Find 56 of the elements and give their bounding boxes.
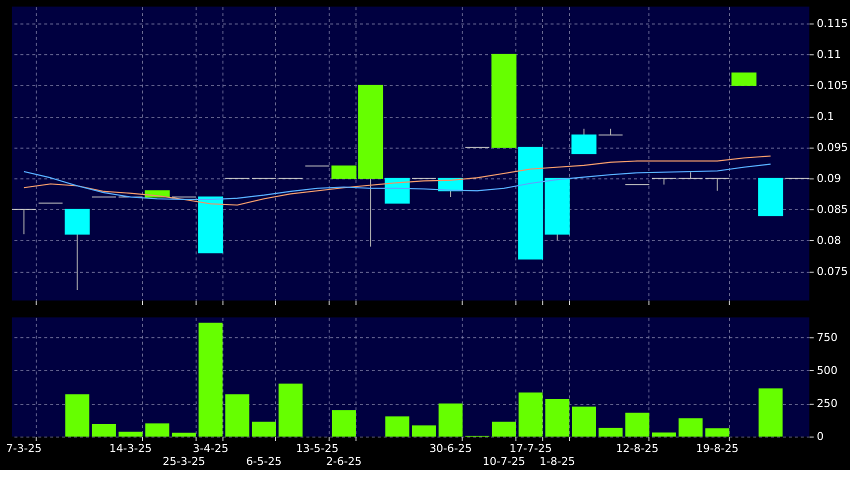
x-tick-label: 7-3-25 (6, 442, 42, 455)
bar (225, 394, 250, 437)
x-tick-label: 30-6-25 (429, 442, 472, 455)
x-tick-label: 17-7-25 (509, 442, 552, 455)
y-tick-label: 250 (816, 396, 838, 410)
bar (145, 423, 170, 437)
y-tick-label: 0.115 (816, 16, 848, 30)
y-tick-label: 500 (816, 364, 838, 377)
y-tick-label: 750 (816, 330, 838, 344)
bar (492, 422, 516, 437)
x-tick-label: 19-8-25 (696, 442, 739, 455)
bar (332, 410, 356, 437)
bar (758, 388, 783, 437)
x-tick-label: 12-8-25 (616, 442, 659, 455)
bar (678, 418, 703, 437)
bar (652, 432, 676, 437)
y-tick-label: 0.075 (816, 264, 848, 278)
x-tick-label: 25-3-25 (162, 454, 206, 468)
candlestick (571, 128, 596, 154)
y-tick-label: 0.085 (816, 202, 848, 216)
candlestick (731, 72, 756, 86)
bar (118, 432, 143, 437)
y-tick-label: 0.08 (816, 234, 842, 247)
line-series (23, 164, 772, 200)
x-tick-label: 1-8-25 (539, 454, 576, 468)
bar (572, 406, 596, 437)
bar (518, 392, 543, 437)
x-tick-label: 10-7-25 (482, 454, 526, 468)
bar (252, 422, 276, 437)
x-tick-label: 2-6-25 (326, 454, 362, 468)
y-tick-label: 0.11 (816, 48, 842, 61)
bar (438, 403, 463, 437)
y-tick-label: 0 (816, 430, 824, 444)
x-tick-label: 13-5-25 (296, 442, 339, 455)
bar (92, 424, 116, 437)
bar (172, 432, 196, 437)
bar (545, 398, 570, 437)
candlestick (704, 178, 730, 192)
bar (625, 412, 650, 437)
x-tick-label: 6-5-25 (246, 454, 282, 468)
bar (278, 384, 303, 437)
bar (65, 394, 90, 437)
y-tick-label: 0.095 (816, 140, 848, 154)
y-tick-label: 0.1 (816, 110, 834, 123)
bar (598, 428, 623, 437)
candlestick (11, 208, 36, 235)
bar (385, 416, 410, 437)
line-series (23, 155, 772, 206)
candlestick (678, 172, 704, 179)
bar (198, 322, 223, 437)
x-tick-label: 14-3-25 (109, 442, 152, 455)
bar (412, 425, 436, 437)
y-tick-label: 0.09 (816, 172, 842, 185)
y-tick-label: 0.105 (816, 78, 848, 92)
x-tick-label: 3-4-25 (192, 442, 228, 455)
bar (705, 428, 730, 437)
